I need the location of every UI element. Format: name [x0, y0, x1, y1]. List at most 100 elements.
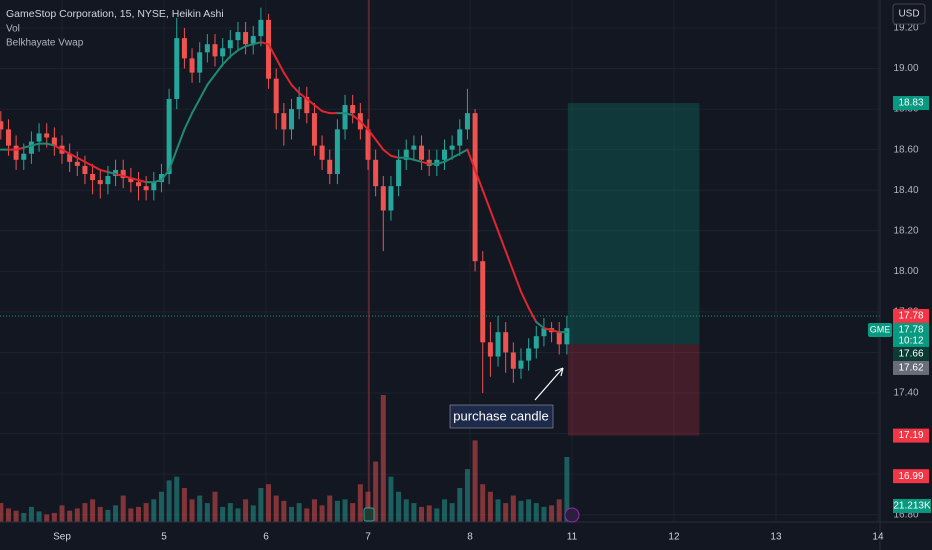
volume-bar	[396, 491, 402, 522]
event-icon[interactable]	[363, 507, 375, 522]
candle-body	[204, 44, 210, 53]
vwap-segment	[83, 160, 94, 167]
volume-bar	[380, 395, 386, 522]
x-tick-label: 7	[365, 532, 371, 543]
vwap-segment	[129, 177, 140, 182]
vwap-segment	[45, 142, 56, 147]
event-icon[interactable]	[564, 507, 580, 523]
vwap-segment	[443, 156, 454, 163]
volume-bar	[67, 510, 73, 522]
candle-body	[449, 145, 455, 150]
currency[interactable]: USD	[898, 9, 919, 20]
candle-body	[296, 96, 302, 110]
currency-box[interactable]	[892, 3, 926, 25]
volume-bar	[220, 506, 226, 522]
price-label-box	[893, 428, 929, 443]
candle-body	[441, 149, 447, 160]
vwap-segment	[489, 209, 500, 232]
volume-bar	[556, 499, 562, 522]
candle-body	[258, 19, 264, 37]
vwap-segment	[305, 97, 316, 107]
vwap-segment	[535, 321, 545, 330]
candle-body	[151, 182, 157, 191]
candle-body	[403, 149, 409, 160]
candle-body	[143, 186, 149, 191]
vwap-segment	[198, 83, 209, 100]
volume-label: 21.213K	[893, 501, 931, 512]
candle-body	[250, 36, 256, 45]
volume-bar	[82, 503, 88, 522]
volume-bar	[136, 506, 142, 522]
volume-bar	[13, 510, 19, 522]
volume-bar	[426, 505, 432, 522]
vwap-segment	[236, 45, 247, 52]
vwap-segment	[282, 71, 293, 86]
volume-bar	[549, 505, 555, 522]
candle-body	[510, 352, 516, 369]
volume-bar	[311, 499, 317, 522]
candle-body	[97, 180, 103, 185]
y-tick-label: 18.60	[893, 144, 918, 155]
candle-body	[158, 174, 164, 183]
volume-bar	[250, 505, 256, 522]
candle-body	[526, 348, 532, 361]
volume-bar	[90, 499, 96, 522]
price-label-box	[893, 346, 929, 361]
loss-zone	[567, 344, 700, 436]
vwap-segment	[405, 156, 415, 161]
candle-body	[380, 186, 386, 211]
volume-bar	[59, 505, 65, 522]
vwap-segment	[267, 43, 278, 60]
vwap-segment	[160, 168, 171, 182]
volume-bar	[457, 487, 463, 522]
candle-body	[82, 165, 88, 174]
vwap-segment	[229, 49, 239, 58]
volume-bar	[158, 491, 164, 522]
volume-bar	[105, 509, 111, 522]
volume-bar	[266, 484, 272, 522]
vwap-segment	[527, 306, 538, 324]
x-tick-label: 13	[770, 532, 782, 543]
candle-body	[105, 176, 111, 185]
candle-body	[365, 129, 371, 160]
volume-bar	[510, 495, 516, 522]
candle-body	[487, 342, 493, 357]
candle-body	[319, 145, 325, 160]
candle-body	[541, 328, 547, 337]
volume-bar	[28, 506, 34, 522]
axes: 16.8017.0017.2017.4017.6017.8018.0018.20…	[53, 23, 931, 543]
candle-body	[373, 159, 379, 187]
vwap-segment	[122, 175, 132, 180]
vwap-segment	[168, 148, 178, 171]
y-tick-label: 19.20	[893, 23, 918, 34]
candle-body	[419, 145, 425, 160]
candle-body	[28, 141, 34, 154]
candle-body	[503, 332, 509, 353]
volume-bar	[21, 512, 27, 522]
volume-bar	[74, 508, 80, 522]
volume-bar	[5, 508, 11, 522]
candle-body	[457, 129, 463, 146]
annotation-box	[449, 404, 554, 429]
volume-bar	[411, 503, 417, 522]
vwap-segment	[61, 148, 71, 155]
vwap-segment	[504, 250, 515, 273]
candle-body	[411, 145, 417, 150]
volume-bar	[0, 503, 4, 522]
x-tick-label: 14	[872, 532, 884, 543]
volume-bar	[319, 505, 325, 522]
volume-bar	[197, 495, 203, 522]
vwap-segment	[275, 57, 285, 74]
volume-bar	[541, 506, 547, 522]
vwap-segment	[466, 148, 477, 171]
volume-bar	[273, 495, 279, 522]
candle-body	[243, 32, 249, 45]
vwap-segment	[99, 168, 109, 173]
x-tick-label: 6	[263, 532, 269, 543]
price-label-box	[893, 96, 929, 111]
symbol-tag: GME	[870, 324, 891, 334]
volume-bar	[434, 508, 440, 522]
volume-bar	[419, 506, 425, 522]
annotation-arrow	[534, 367, 564, 401]
